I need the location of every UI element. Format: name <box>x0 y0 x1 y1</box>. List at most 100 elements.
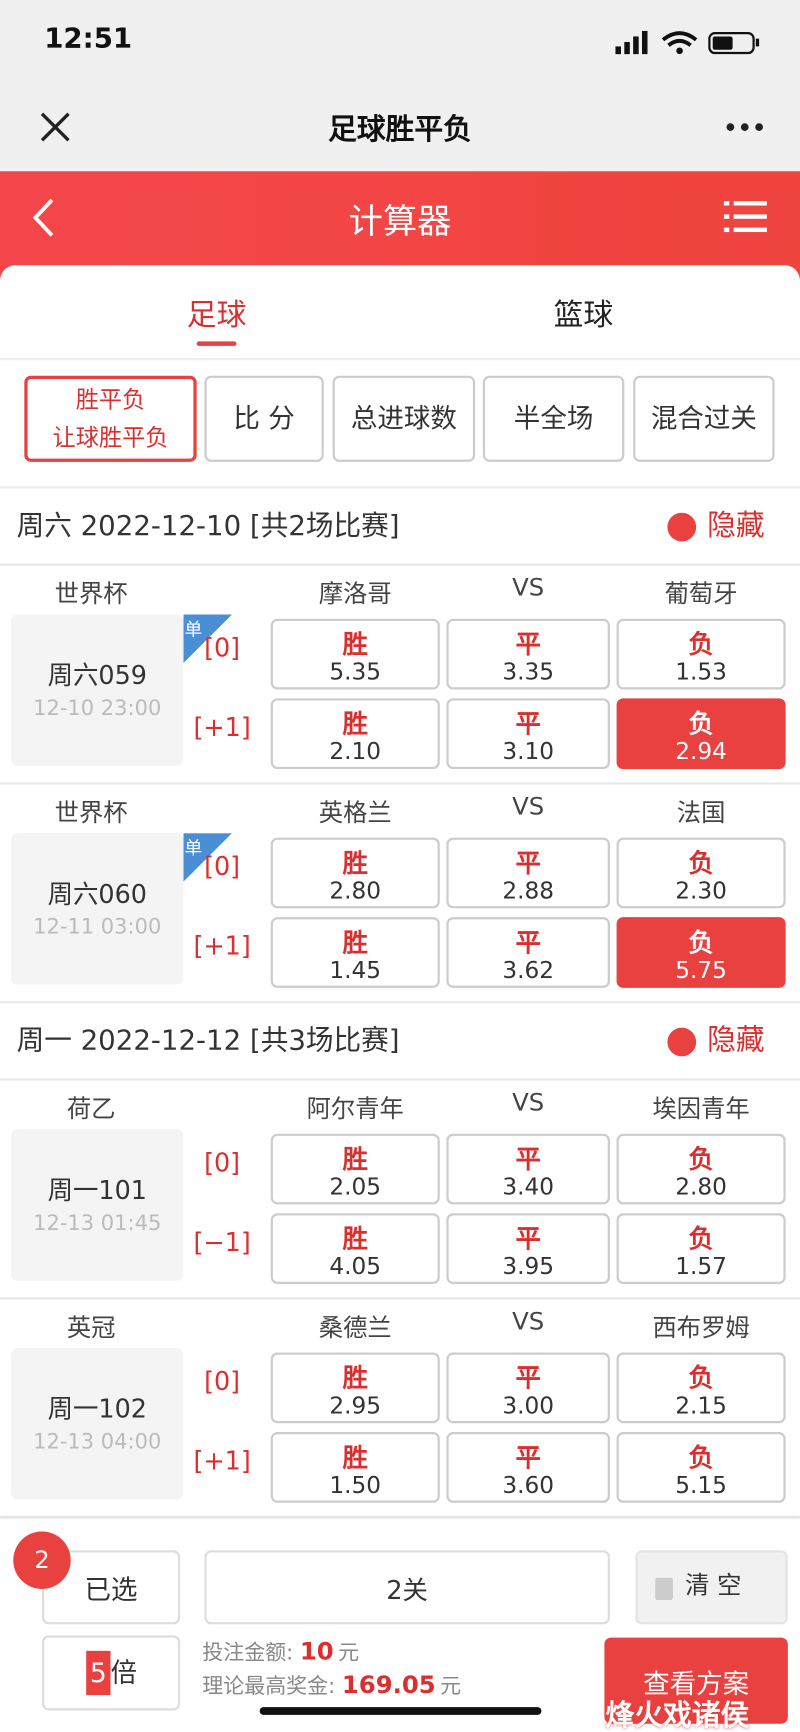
vs: VS <box>512 1089 545 1118</box>
multiple-box[interactable] <box>41 1635 181 1711</box>
odds-option[interactable] <box>616 917 786 988</box>
option-odds: 5.15 <box>675 1471 727 1499</box>
option-odds: 2.95 <box>329 1392 382 1419</box>
option-label: 平 <box>515 1145 541 1175</box>
option-label: 胜 <box>342 630 368 660</box>
handicap: [+1] <box>193 1447 251 1477</box>
odds-option[interactable] <box>616 837 786 909</box>
league: 世界杯 <box>54 581 128 609</box>
home-team: 摩洛哥 <box>318 581 392 609</box>
odds-option[interactable] <box>616 1133 786 1205</box>
odds-option[interactable] <box>616 1352 786 1424</box>
odds-option[interactable] <box>446 837 610 909</box>
badge: 单 <box>184 618 203 640</box>
handicap: [−1] <box>193 1228 251 1258</box>
option-odds: 3.95 <box>502 1253 555 1280</box>
odds-option[interactable] <box>270 837 440 909</box>
odds-option[interactable] <box>616 1213 786 1284</box>
match-box <box>11 833 184 985</box>
odds-option[interactable] <box>446 1213 610 1284</box>
option-odds: 2.10 <box>329 738 382 765</box>
odds-option[interactable] <box>270 1133 440 1205</box>
vs: VS <box>512 793 545 821</box>
match-box <box>11 1129 184 1281</box>
away-team: 葡萄牙 <box>664 581 738 609</box>
odds-option[interactable] <box>270 1352 440 1424</box>
play-type[interactable]: 总进球数 <box>332 375 476 462</box>
option-odds: 1.57 <box>675 1253 727 1280</box>
divider <box>0 782 800 785</box>
odds-option[interactable] <box>616 618 786 690</box>
stake-label: 投注金额: <box>202 1640 294 1666</box>
odds-option[interactable] <box>446 1133 610 1205</box>
menu-button[interactable] <box>723 199 768 234</box>
odds-option[interactable] <box>616 1432 786 1503</box>
home-team: 英格兰 <box>318 799 392 828</box>
toggle-label[interactable]: 隐藏 <box>707 1024 765 1058</box>
divider <box>0 1078 800 1081</box>
content-card <box>0 265 800 1731</box>
home-indicator <box>259 1707 542 1715</box>
option-odds: 3.60 <box>502 1471 555 1499</box>
home-team: 桑德兰 <box>318 1314 392 1343</box>
divider <box>0 563 800 566</box>
play-type-label: 让球胜平负 <box>52 424 169 451</box>
multiple-value[interactable]: 5 <box>86 1650 111 1696</box>
tab[interactable]: 足球 <box>186 297 247 333</box>
watermark: 烽火戏诸侯 <box>605 1699 750 1731</box>
odds-option[interactable] <box>270 698 440 770</box>
play-type-label: 胜平负 <box>75 386 146 414</box>
handicap: [0] <box>204 1367 241 1397</box>
odds-option[interactable] <box>270 1432 440 1503</box>
odds-option[interactable] <box>446 698 610 770</box>
toggle-dot[interactable] <box>667 512 697 542</box>
handicap: [0] <box>204 634 241 663</box>
match-code: 周一101 <box>47 1176 147 1206</box>
play-type-label: 半全场 <box>513 403 594 435</box>
option-odds: 2.88 <box>502 877 555 904</box>
option-odds: 2.05 <box>329 1173 382 1200</box>
odds-option[interactable] <box>270 618 440 690</box>
tab[interactable]: 篮球 <box>553 297 614 333</box>
option-label: 胜 <box>342 1364 368 1394</box>
badge: 单 <box>184 837 203 859</box>
play-type[interactable]: 混合过关 <box>633 375 775 462</box>
more-button[interactable] <box>724 119 768 134</box>
away-team: 法国 <box>676 799 726 828</box>
clear-label: 清 空 <box>685 1572 742 1600</box>
home-team: 阿尔青年 <box>306 1096 404 1124</box>
submit-button[interactable]: 查看方案 <box>604 1637 788 1724</box>
play-type[interactable]: 半全场 <box>482 375 625 462</box>
play-type[interactable]: 胜平负 让球胜平负 <box>24 375 197 462</box>
stake-unit: 元 <box>338 1640 360 1666</box>
footer-line: 投注金额: 10 元 <box>202 1636 359 1669</box>
odds-option[interactable] <box>270 917 440 988</box>
play-type[interactable]: 比 分 <box>204 375 324 462</box>
match-time: 12-13 01:45 <box>33 1211 162 1236</box>
odds-option[interactable] <box>270 1213 440 1284</box>
play-type-label: 总进球数 <box>350 403 457 435</box>
league: 英冠 <box>66 1314 116 1343</box>
odds-option[interactable] <box>446 618 610 690</box>
divider <box>0 486 800 489</box>
option-label: 平 <box>515 710 541 740</box>
option-odds: 5.75 <box>675 956 727 984</box>
back-button[interactable] <box>28 197 61 239</box>
option-odds: 1.45 <box>329 956 382 984</box>
odds-option[interactable] <box>446 1352 610 1424</box>
option-odds: 3.00 <box>502 1392 555 1419</box>
option-label: 负 <box>688 630 714 660</box>
league: 荷乙 <box>66 1096 116 1124</box>
odds-option[interactable] <box>446 917 610 988</box>
toggle-label[interactable]: 隐藏 <box>707 509 765 543</box>
odds-option[interactable] <box>446 1432 610 1503</box>
divider <box>0 1001 800 1004</box>
option-odds: 5.35 <box>329 658 382 686</box>
league: 世界杯 <box>54 799 128 828</box>
close-button[interactable] <box>39 110 72 143</box>
footer-line: 理论最高奖金: 169.05 元 <box>202 1670 461 1703</box>
pass-button[interactable]: 2关 <box>204 1550 610 1625</box>
toggle-dot[interactable] <box>667 1027 697 1057</box>
odds-option[interactable] <box>616 698 786 770</box>
